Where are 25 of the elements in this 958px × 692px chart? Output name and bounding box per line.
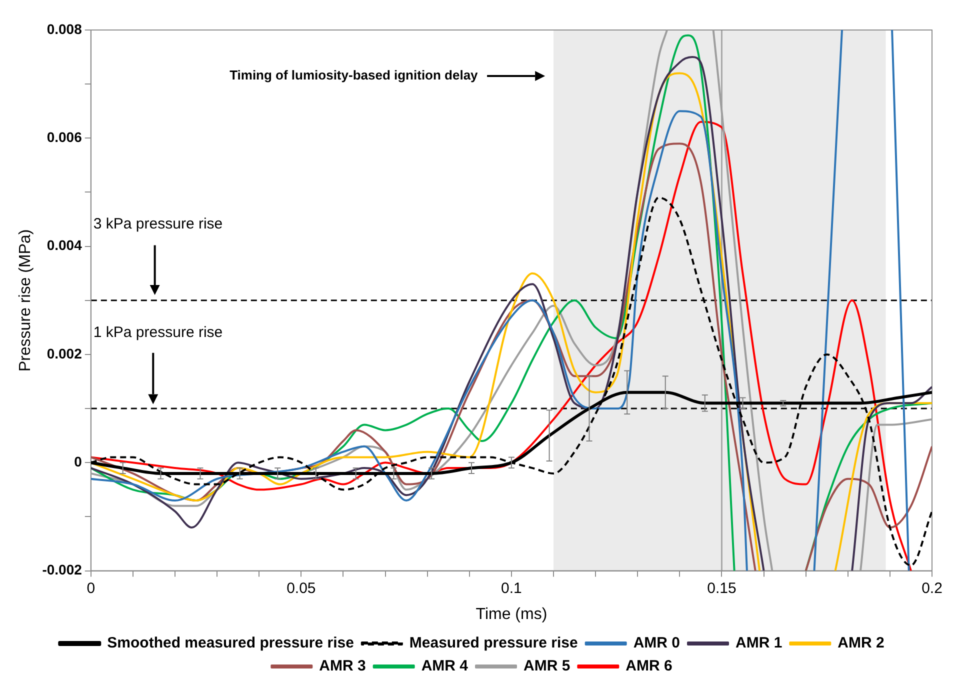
legend-label: AMR 6	[626, 658, 672, 675]
legend-label: AMR 3	[319, 658, 366, 675]
legend-label: AMR 2	[838, 634, 884, 652]
annotation: 3 kPa pressure rise	[93, 216, 223, 233]
x-tick-label: 0.2	[922, 580, 942, 597]
x-tick-label: 0.05	[286, 580, 316, 597]
legend-label: AMR 0	[633, 634, 680, 652]
x-axis-title: Time (ms)	[476, 606, 548, 623]
legend-label: AMR 5	[524, 658, 570, 675]
x-tick-label: 0.15	[707, 580, 736, 597]
annotation: 1 kPa pressure rise	[93, 324, 223, 341]
x-tick-label: 0	[86, 580, 96, 597]
y-tick-label: 0.004	[46, 237, 82, 254]
y-tick-label: 0.006	[46, 129, 82, 146]
legend-label: AMR 4	[421, 658, 469, 675]
legend-label: AMR 1	[736, 634, 782, 652]
y-tick-label: 0.008	[46, 20, 82, 37]
y-tick-label: -0.002	[42, 562, 82, 578]
x-tick-label: 0.1	[501, 580, 522, 597]
y-tick-label: 0	[74, 454, 82, 470]
y-axis-title: Pressure rise (MPa)	[17, 229, 34, 372]
annotation: Timing of lumiosity-based ignition delay	[230, 67, 479, 82]
legend-label: Measured pressure rise	[409, 634, 578, 652]
legend-label: Smoothed measured pressure rise	[107, 634, 354, 652]
y-tick-label: 0.002	[46, 345, 82, 362]
